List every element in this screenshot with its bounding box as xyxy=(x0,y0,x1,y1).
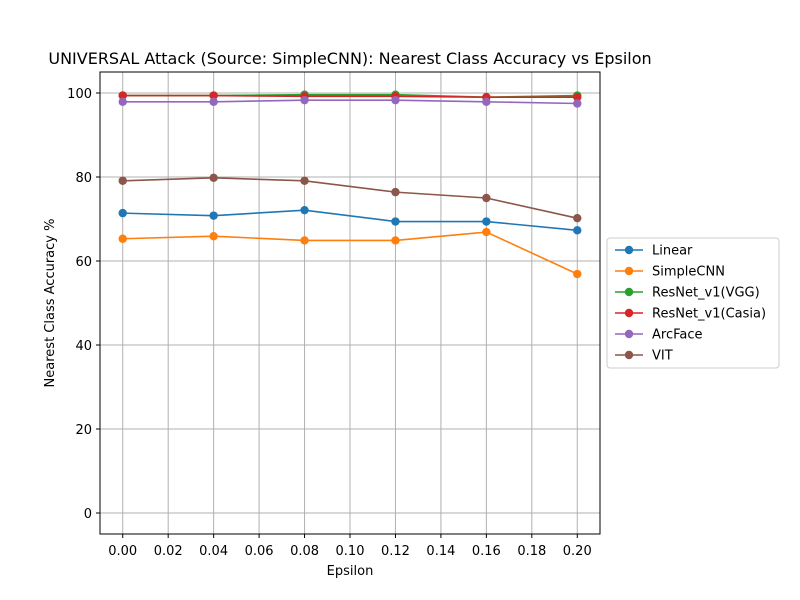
data-point xyxy=(209,211,218,220)
legend-marker xyxy=(624,266,634,276)
data-point xyxy=(118,234,127,243)
data-point xyxy=(391,187,400,197)
data-point xyxy=(209,173,218,183)
x-tick-label: 0.06 xyxy=(245,544,274,559)
y-axis-label: Nearest Class Accuracy % xyxy=(43,219,58,388)
legend-marker xyxy=(624,287,634,297)
series-0 xyxy=(118,205,582,235)
data-point xyxy=(300,176,309,185)
legend: Linear SimpleCNN ResNet_v1(VGG) ResNet_v1(C… xyxy=(606,237,780,369)
y-tick-label: 80 xyxy=(75,171,92,186)
grid-lines xyxy=(100,72,600,534)
data-point xyxy=(209,97,218,107)
legend-item: SimpleCNN xyxy=(615,265,725,280)
series-line xyxy=(122,94,578,98)
x-tick-label: 0.08 xyxy=(290,544,319,559)
y-tick-label: 0 xyxy=(84,507,92,522)
x-tick-label: 0.00 xyxy=(108,544,137,559)
data-point xyxy=(573,226,582,235)
legend-item: ArcFace xyxy=(615,328,703,343)
series-5 xyxy=(118,173,582,223)
x-axis-label: Epsilon xyxy=(327,564,374,579)
legend-marker xyxy=(624,329,634,339)
legend-label: ResNet_v1(VGG) xyxy=(652,286,760,301)
legend-label: SimpleCNN xyxy=(652,265,725,280)
series-line xyxy=(122,99,578,105)
x-tick-label: 0.02 xyxy=(154,544,183,559)
data-point xyxy=(118,97,127,107)
x-tick-label: 0.04 xyxy=(199,544,228,559)
legend-item: ResNet_v1(Casia) xyxy=(615,307,766,322)
chart-title: UNIVERSAL Attack (Source: SimpleCNN): Ne… xyxy=(48,49,651,68)
axis-ticks: 0.00 0.02 0.04 0.06 0.08 0.10 0.12 0.14 0.16 0.18… xyxy=(67,87,592,559)
series-lines xyxy=(118,90,582,279)
data-point xyxy=(300,236,309,245)
x-tick-label: 0.18 xyxy=(517,544,546,559)
data-point xyxy=(300,95,309,105)
legend-marker xyxy=(624,350,634,360)
y-tick-label: 100 xyxy=(67,87,92,102)
data-point xyxy=(118,208,127,218)
series-4 xyxy=(118,95,582,108)
data-point xyxy=(209,232,218,241)
legend-item: VIT xyxy=(615,349,673,364)
data-point xyxy=(573,213,582,223)
y-tick-label: 40 xyxy=(75,339,92,354)
x-tick-label: 0.12 xyxy=(381,544,410,559)
x-tick-label: 0.10 xyxy=(336,544,365,559)
data-point xyxy=(573,269,582,279)
series-1 xyxy=(118,227,582,279)
data-point xyxy=(482,193,491,203)
data-point xyxy=(118,176,127,185)
legend-label: VIT xyxy=(652,349,673,364)
legend-box xyxy=(606,237,780,369)
series-line xyxy=(122,231,578,275)
y-tick-label: 20 xyxy=(75,423,92,438)
legend-marker xyxy=(624,245,634,255)
legend-label: ResNet_v1(Casia) xyxy=(652,307,766,322)
series-line xyxy=(122,209,578,232)
x-tick-label: 0.20 xyxy=(563,544,592,559)
legend-item: ResNet_v1(VGG) xyxy=(615,286,760,301)
x-tick-label: 0.16 xyxy=(472,544,501,559)
data-point xyxy=(573,93,582,102)
data-point xyxy=(209,91,218,100)
legend-marker xyxy=(624,308,634,318)
legend-label: ArcFace xyxy=(652,328,703,343)
y-tick-label: 60 xyxy=(75,255,92,270)
legend-item: Linear xyxy=(615,244,693,259)
data-point xyxy=(482,217,491,226)
x-tick-label: 0.14 xyxy=(426,544,455,559)
data-point xyxy=(300,205,309,215)
legend-label: Linear xyxy=(652,244,693,259)
data-point xyxy=(391,236,400,245)
series-line xyxy=(122,177,578,219)
data-point xyxy=(573,99,582,108)
data-point xyxy=(118,91,127,100)
data-point xyxy=(482,227,491,237)
data-point xyxy=(391,95,400,105)
data-point xyxy=(391,217,400,226)
data-point xyxy=(482,97,491,107)
